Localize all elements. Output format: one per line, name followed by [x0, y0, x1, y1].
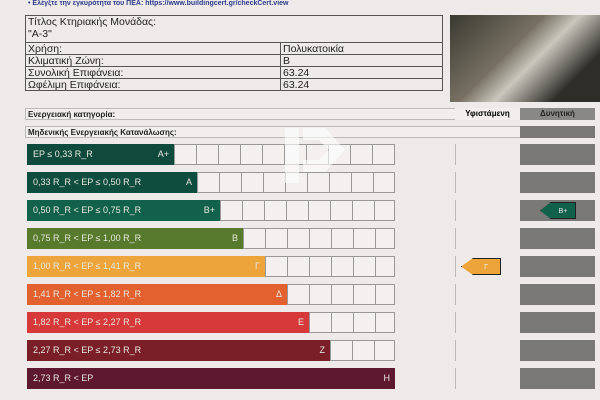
info-row: Κλιματική Ζώνη: B: [26, 54, 442, 67]
total-area-label: Συνολική Επιφάνεια:: [26, 67, 281, 79]
use-label: Χρήση:: [26, 43, 281, 55]
scale-grid: [265, 256, 395, 277]
energy-class-bar: 2,73 R_R < EP Η: [27, 368, 395, 389]
potential-column-header: Δυνητική: [520, 108, 595, 120]
energy-class-bar: 0,75 R_R < EP ≤ 1,00 R_R B: [27, 228, 243, 249]
energy-class-bar: 0,50 R_R < EP ≤ 0,75 R_R B+: [27, 200, 220, 221]
usable-area-label: Ωφέλιμη Επιφάνεια:: [26, 79, 281, 91]
existing-cell: [455, 312, 520, 333]
potential-cell: [520, 340, 595, 361]
potential-cell: [520, 256, 595, 277]
building-photo: [450, 15, 600, 102]
info-row: Χρήση: Πολυκατοικία: [26, 42, 442, 55]
existing-cell: [455, 228, 520, 249]
existing-column-header: Υφιστάμενη: [455, 108, 520, 120]
potential-cell: [520, 144, 595, 165]
potential-zero-cell: [520, 126, 595, 138]
class-range: 1,82 R_R < EP ≤ 2,27 R_R: [33, 317, 142, 327]
potential-cell: [520, 312, 595, 333]
potential-class-arrow: B+: [540, 202, 576, 219]
existing-cell: [455, 172, 520, 193]
existing-cell: [455, 284, 520, 305]
class-range: 2,73 R_R < EP: [33, 373, 94, 383]
class-letter: B+: [203, 205, 215, 215]
scale-grid: [220, 200, 395, 221]
title-value: "A-3": [28, 28, 52, 40]
class-letter: Δ: [275, 289, 282, 299]
class-letter: Ζ: [319, 345, 326, 355]
existing-cell: Γ: [455, 256, 520, 277]
class-range: 1,00 R_R < EP ≤ 1,41 R_R: [33, 261, 142, 271]
existing-class-arrow: Γ: [461, 258, 501, 275]
class-letter: A: [185, 177, 192, 187]
energy-class-bar: 0,33 R_R < EP ≤ 0,50 R_R A: [27, 172, 197, 193]
scale-grid: [174, 144, 395, 165]
energy-class-bar: 1,00 R_R < EP ≤ 1,41 R_R Γ: [27, 256, 265, 277]
title-row: Τίτλος Κτηριακής Μονάδας: "A-3": [26, 16, 442, 42]
class-range: 1,41 R_R < EP ≤ 1,82 R_R: [33, 289, 142, 299]
usable-area-value: 63.24: [283, 79, 310, 91]
class-range: 0,50 R_R < EP ≤ 0,75 R_R: [33, 205, 142, 215]
class-letter: Η: [383, 373, 391, 383]
class-range: 0,33 R_R < EP ≤ 0,50 R_R: [33, 177, 142, 187]
class-range: EP ≤ 0,33 R_R: [33, 149, 93, 159]
class-range: 2,27 R_R < EP ≤ 2,73 R_R: [33, 345, 142, 355]
existing-cell: [455, 200, 520, 221]
total-area-value: 63.24: [283, 67, 310, 79]
building-info-table: Τίτλος Κτηριακής Μονάδας: "A-3" Χρήση: Πο…: [25, 15, 443, 91]
title-label: Τίτλος Κτηριακής Μονάδας:: [28, 16, 157, 28]
scale-grid: [330, 340, 395, 361]
energy-class-bar: 1,82 R_R < EP ≤ 2,27 R_R Ε: [27, 312, 309, 333]
use-value: Πολυκατοικία: [283, 43, 344, 55]
class-letter: Ε: [297, 317, 304, 327]
energy-class-bar: 1,41 R_R < EP ≤ 1,82 R_R Δ: [27, 284, 287, 305]
class-letter: Γ: [255, 261, 260, 271]
existing-cell: [455, 368, 520, 389]
potential-cell: B+: [520, 200, 595, 221]
existing-cell: [455, 340, 520, 361]
climate-zone-value: B: [283, 55, 291, 67]
energy-class-bar: 2,27 R_R < EP ≤ 2,73 R_R Ζ: [27, 340, 330, 361]
class-range: 0,75 R_R < EP ≤ 1,00 R_R: [33, 233, 142, 243]
info-row: Συνολική Επιφάνεια: 63.24: [26, 66, 442, 79]
class-letter: A+: [157, 149, 169, 159]
class-letter: B: [231, 233, 238, 243]
potential-cell: [520, 284, 595, 305]
validity-note: • Ελέγξτε την εγκυρότητα του ΠΕΑ: https:…: [28, 0, 289, 7]
existing-cell: [455, 144, 520, 165]
potential-cell: [520, 228, 595, 249]
potential-cell: [520, 172, 595, 193]
scale-grid: [309, 312, 395, 333]
scale-grid: [243, 228, 395, 249]
scale-grid: [197, 172, 395, 193]
scale-grid: [287, 284, 395, 305]
potential-cell: [520, 368, 595, 389]
info-row: Ωφέλιμη Επιφάνεια: 63.24: [26, 78, 442, 91]
zero-consumption-header: Μηδενικής Ενεργειακής Κατανάλωσης:: [25, 126, 595, 138]
climate-zone-label: Κλιματική Ζώνη:: [26, 55, 281, 67]
energy-class-bar: EP ≤ 0,33 R_R A+: [27, 144, 174, 165]
